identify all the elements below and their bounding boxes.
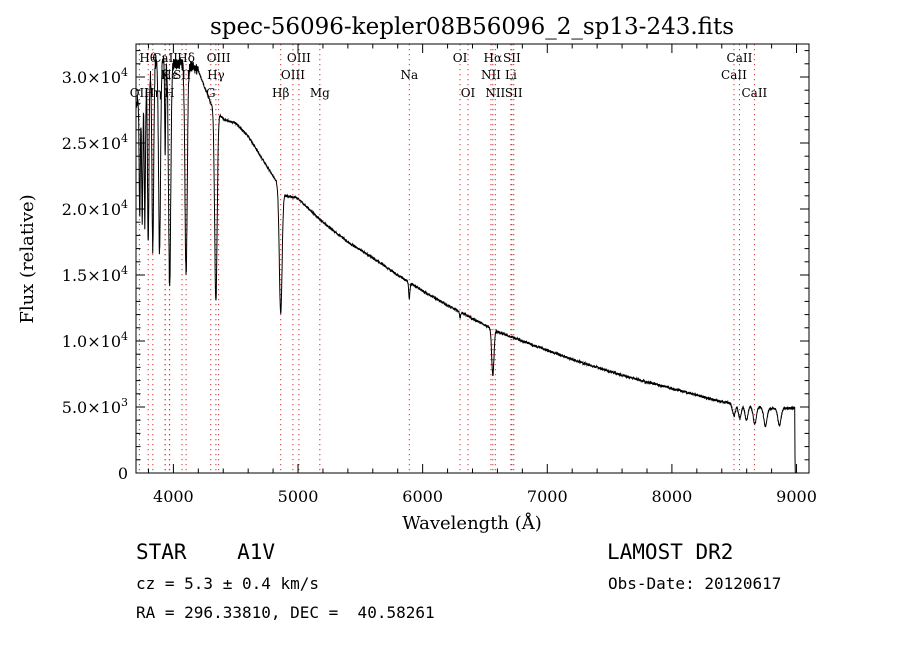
line-marker-label: NII bbox=[485, 86, 505, 100]
line-marker-label: SII bbox=[505, 86, 523, 100]
line-markers: OIIHθHηCaIIKHεHSIIHδGHγOIIIHβOIIIOIIIMgN… bbox=[130, 44, 768, 473]
x-tick-label: 7000 bbox=[527, 487, 568, 506]
y-tick-label: 1.5×104 bbox=[62, 264, 128, 285]
x-tick-label: 8000 bbox=[652, 487, 693, 506]
x-tick-label: 5000 bbox=[278, 487, 319, 506]
plot-frame bbox=[135, 43, 810, 474]
axis-ticks: 4000 5000 6000 7000 8000 9000 0 5.0×103 1.0×104 1… bbox=[62, 44, 817, 506]
line-marker-label: OI bbox=[453, 51, 468, 65]
line-marker-label: CaII bbox=[741, 86, 767, 100]
line-marker-label: Na bbox=[400, 68, 418, 82]
x-tick-label: 6000 bbox=[402, 487, 443, 506]
line-marker-label: OIII bbox=[287, 51, 311, 65]
observation-date: Obs-Date: 20120617 bbox=[608, 574, 782, 593]
chart-title: spec-56096-kepler08B56096_2_sp13-243.fit… bbox=[210, 14, 734, 40]
y-tick-label: 3.0×104 bbox=[62, 66, 128, 87]
line-marker-label: SII bbox=[503, 51, 521, 65]
x-axis-label: Wavelength (Å) bbox=[402, 512, 542, 534]
y-tick-label: 2.5×104 bbox=[62, 132, 128, 153]
line-marker-label: Mg bbox=[310, 86, 330, 100]
line-marker-label: Hβ bbox=[272, 86, 289, 100]
y-tick-label: 1.0×104 bbox=[62, 330, 128, 351]
line-marker-label: G bbox=[206, 86, 216, 100]
sky-coordinates: RA = 296.33810, DEC = 40.58261 bbox=[136, 603, 435, 622]
redshift-cz: cz = 5.3 ± 0.4 km/s bbox=[136, 574, 320, 593]
x-tick-label: 4000 bbox=[153, 487, 194, 506]
survey-name: LAMOST DR2 bbox=[607, 540, 734, 564]
line-marker-label: Hγ bbox=[207, 68, 225, 82]
line-marker-label: OIII bbox=[207, 51, 231, 65]
y-axis-label: Flux (relative) bbox=[17, 194, 38, 323]
y-tick-label: 5.0×103 bbox=[62, 396, 128, 417]
x-tick-label: 9000 bbox=[776, 487, 817, 506]
line-marker-label: SII bbox=[173, 68, 191, 82]
line-marker-label: CaII bbox=[721, 68, 747, 82]
line-marker-label: CaII bbox=[727, 51, 753, 65]
line-marker-label: H bbox=[164, 86, 174, 100]
line-marker-label: CaII bbox=[152, 51, 178, 65]
y-tick-label: 2.0×104 bbox=[62, 198, 128, 219]
line-marker-label: Li bbox=[505, 68, 517, 82]
line-marker-label: NII bbox=[481, 68, 501, 82]
line-marker-label: OIII bbox=[281, 68, 305, 82]
line-marker-label: Hα bbox=[484, 51, 503, 65]
spectrum-line bbox=[136, 55, 796, 474]
y-tick-label: 0 bbox=[118, 464, 128, 483]
line-marker-label: OI bbox=[461, 86, 476, 100]
spectral-class: STAR A1V bbox=[136, 540, 276, 564]
line-marker-label: OII bbox=[130, 86, 150, 100]
